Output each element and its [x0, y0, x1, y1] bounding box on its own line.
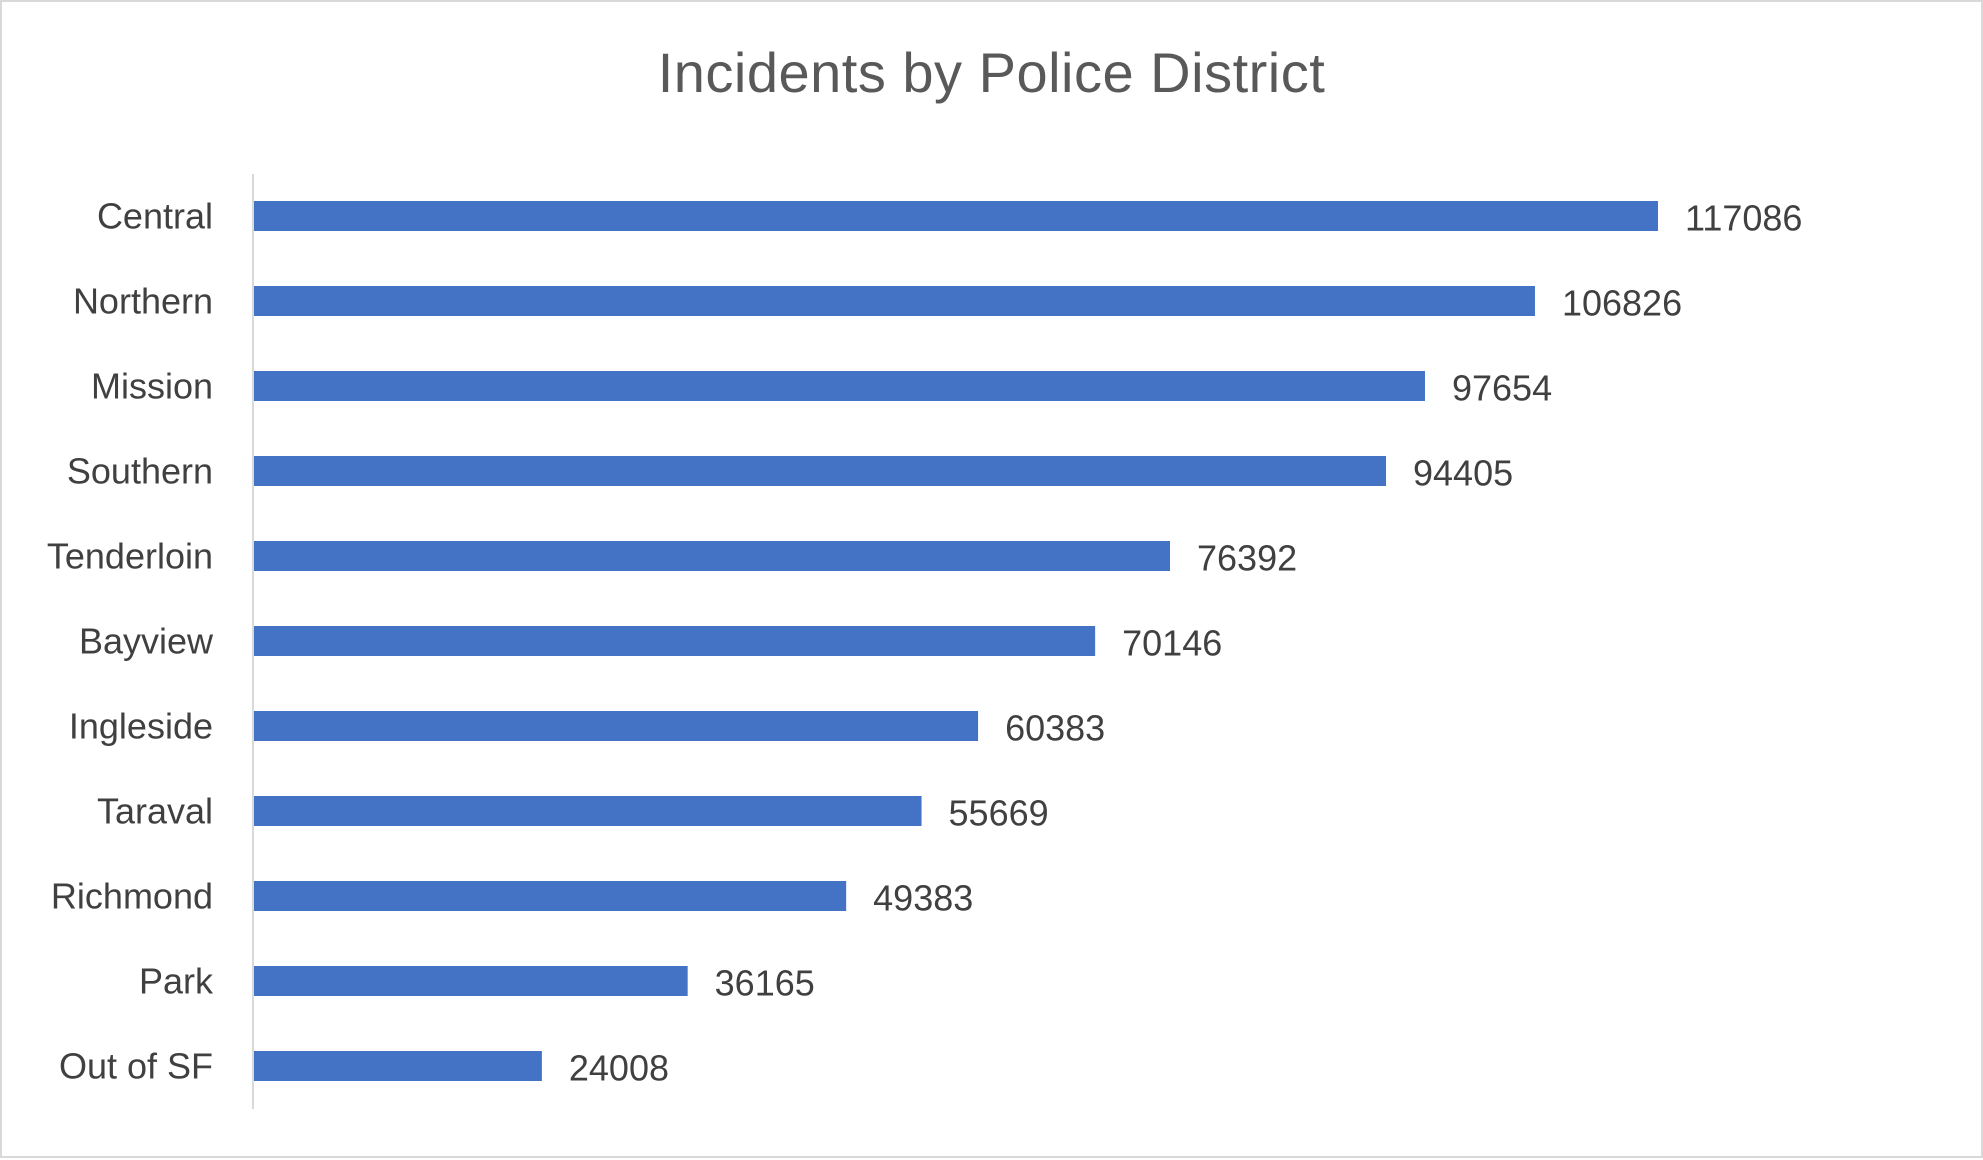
bar-ingleside — [254, 711, 979, 741]
value-label: 49383 — [873, 878, 973, 919]
category-label: Out of SF — [59, 1046, 213, 1087]
bars-group — [254, 201, 1658, 1081]
bar-out-of-sf — [254, 1051, 542, 1081]
category-label: Tenderloin — [47, 536, 213, 577]
category-label: Richmond — [51, 876, 213, 917]
value-label: 24008 — [569, 1048, 669, 1089]
value-label: 76392 — [1197, 538, 1297, 579]
category-label: Ingleside — [69, 706, 213, 747]
bar-park — [254, 966, 688, 996]
category-label: Central — [97, 196, 213, 237]
bar-tenderloin — [254, 541, 1171, 571]
value-label: 106826 — [1562, 283, 1682, 324]
category-label: Park — [139, 961, 214, 1002]
bar-southern — [254, 456, 1387, 486]
bar-richmond — [254, 881, 847, 911]
bar-taraval — [254, 796, 922, 826]
bar-central — [254, 201, 1658, 231]
value-label: 97654 — [1452, 368, 1552, 409]
value-labels-group: 117086 106826 97654 94405 76392 70146 60383 556… — [569, 198, 1803, 1089]
category-label: Bayview — [79, 621, 214, 662]
category-label: Northern — [73, 281, 213, 322]
bar-mission — [254, 371, 1425, 401]
category-label: Taraval — [97, 791, 213, 832]
value-label: 70146 — [1122, 623, 1222, 664]
category-label: Mission — [91, 366, 213, 407]
bar-bayview — [254, 626, 1096, 656]
value-label: 60383 — [1005, 708, 1105, 749]
value-label: 36165 — [715, 963, 815, 1004]
bar-northern — [254, 286, 1535, 316]
value-label: 117086 — [1685, 198, 1802, 239]
value-label: 55669 — [949, 793, 1049, 834]
category-labels-group: Central Northern Mission Southern Tenderloin… — [47, 196, 214, 1087]
chart-title: Incidents by Police District — [657, 41, 1326, 104]
category-label: Southern — [67, 451, 213, 492]
value-label: 94405 — [1413, 453, 1513, 494]
